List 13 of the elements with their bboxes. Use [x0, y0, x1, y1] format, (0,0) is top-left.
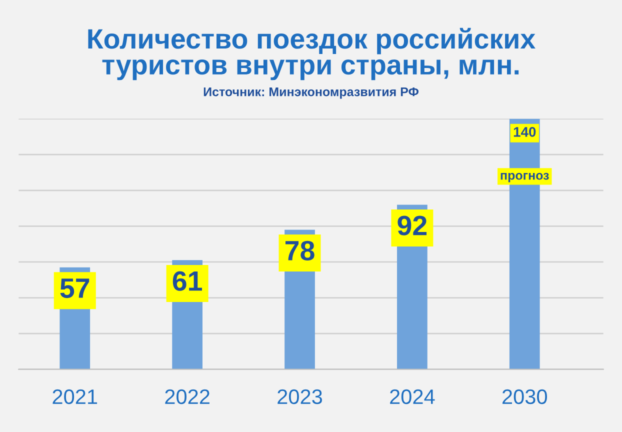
data-label: 140: [514, 127, 536, 137]
data-label: 78: [286, 240, 314, 260]
x-tick-label: 2021: [52, 389, 98, 404]
chart-subtitle: Источник: Минэкономразвития РФ: [204, 87, 418, 99]
x-tick-label: 2023: [278, 389, 322, 404]
data-label: 92: [398, 216, 427, 236]
annotation: прогноз: [500, 172, 549, 182]
x-tick-label: 2030: [502, 389, 547, 404]
x-tick-label: 2024: [390, 389, 435, 404]
data-label: 61: [172, 271, 202, 291]
data-label: 57: [60, 278, 90, 298]
x-tick-label: 2022: [165, 389, 210, 404]
chart-title: Количество поездок российских туристов внутри страны, млн.: [88, 28, 536, 80]
